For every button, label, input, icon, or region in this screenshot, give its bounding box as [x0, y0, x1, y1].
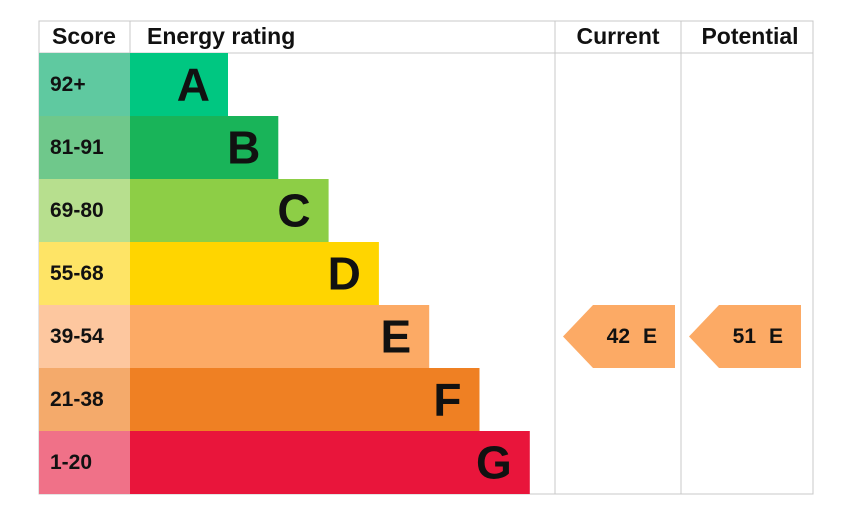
band-letter: B	[227, 122, 260, 174]
band-letter: G	[476, 437, 512, 489]
band-letter: E	[381, 311, 412, 363]
band-letter: A	[177, 59, 210, 111]
rating-bar	[130, 116, 279, 179]
band-letter: D	[328, 248, 361, 300]
header-current: Current	[576, 23, 659, 49]
score-cell	[39, 116, 130, 179]
rating-bar	[130, 179, 329, 242]
band-letter: F	[433, 374, 461, 426]
header-potential: Potential	[701, 23, 798, 49]
score-cell	[39, 53, 130, 116]
rating-bar	[130, 368, 480, 431]
rating-bar	[130, 242, 379, 305]
band-letter: C	[277, 185, 310, 237]
score-label: 55-68	[50, 262, 104, 285]
rating-arrow	[563, 305, 675, 368]
header-score: Score	[52, 23, 116, 49]
score-cell	[39, 431, 130, 494]
score-cell	[39, 242, 130, 305]
score-cell	[39, 179, 130, 242]
header-rating: Energy rating	[147, 23, 295, 49]
arrow-value: 51	[733, 325, 757, 348]
arrow-band: E	[769, 325, 783, 348]
score-label: 69-80	[50, 199, 104, 222]
rating-bar	[130, 53, 228, 116]
rating-bar	[130, 305, 430, 368]
rating-arrow	[689, 305, 801, 368]
score-cell	[39, 368, 130, 431]
score-label: 92+	[50, 73, 86, 96]
arrow-value: 42	[607, 325, 630, 348]
rating-bar	[130, 431, 530, 494]
score-label: 1-20	[50, 451, 92, 474]
score-cell	[39, 305, 130, 368]
score-label: 21-38	[50, 388, 104, 411]
score-label: 81-91	[50, 136, 104, 159]
score-label: 39-54	[50, 325, 104, 348]
arrow-band: E	[643, 325, 657, 348]
